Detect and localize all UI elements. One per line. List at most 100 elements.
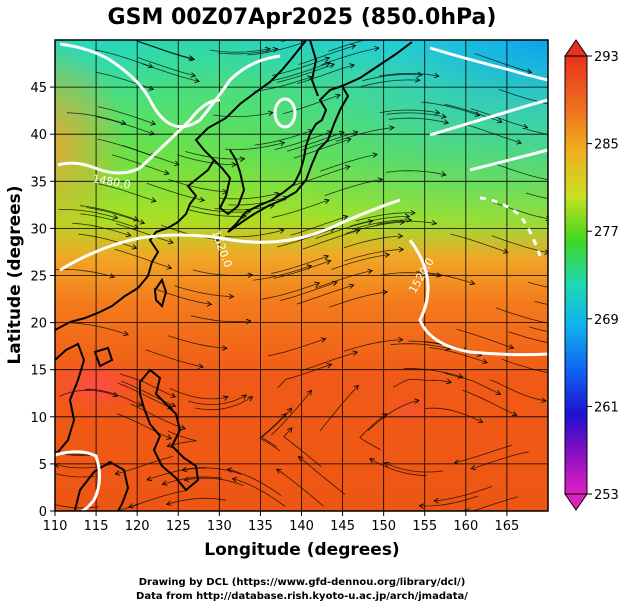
streamline-arrow [325,259,332,265]
streamline [498,89,548,105]
streamline [271,255,329,274]
streamline-arrow [112,214,119,220]
streamline [145,349,204,368]
streamline-arrow [345,137,352,143]
streamline-arrow [495,390,502,395]
streamline [527,281,548,288]
streamline-arrow [389,125,395,131]
streamline [55,473,95,478]
streamline-arrow [147,63,154,69]
streamline-arrow [174,160,180,166]
streamline-arrow [324,198,330,204]
streamline [191,205,251,213]
streamline-arrow [161,480,168,486]
streamline [84,388,143,407]
streamline-arrow [482,358,488,364]
streamline-arrow [125,231,132,238]
streamline-arrow [522,123,529,130]
streamline [403,368,463,378]
streamline [276,63,335,83]
streamline [184,477,244,486]
streamline [247,41,306,56]
streamline-arrow [287,427,293,433]
streamline [314,270,373,289]
credit-data: Data from http://database.rish.kyoto-u.a… [136,591,468,602]
streamline [297,64,355,85]
streamline [116,413,172,440]
streamline [128,490,187,508]
streamline-arrow [398,336,404,343]
streamline-arrow [241,394,248,400]
streamline [137,41,195,60]
streamline [525,192,548,199]
streamline [390,343,451,350]
streamline-arrow [165,500,172,506]
streamline [429,347,488,364]
streamline [72,222,131,237]
streamline [434,486,493,502]
streamline-arrow [150,120,157,126]
colorbar-min-arrow [564,493,588,511]
streamline [69,322,129,336]
streamline [450,233,508,253]
streamline [331,254,390,270]
streamline [166,497,227,505]
streamline [135,40,194,60]
streamline-arrow [463,510,465,511]
streamline [328,40,367,52]
streamline [186,208,247,217]
streamline-arrow [146,475,153,482]
streamline-arrow [128,503,134,509]
streamline [119,373,176,398]
colorbar-tick-label: 277 [594,225,619,240]
y-tick-label: 30 [30,222,47,237]
streamline [177,154,237,166]
streamline [260,407,292,448]
colorbar-tick-label: 261 [594,400,619,415]
streamline-arrow [549,321,554,326]
streamline-arrow [550,178,555,183]
streamline [111,154,170,175]
low-pressure-contour [273,97,297,129]
coastline-hainan [93,346,114,368]
wind-streamlines [55,40,594,511]
streamline [195,396,253,411]
streamline-arrow [589,306,594,311]
streamline [115,223,174,244]
height-contour [429,46,548,82]
streamline-arrow [469,280,476,286]
coastline-china [55,40,307,331]
streamline [379,72,439,77]
x-tick-label: 115 [84,519,109,534]
streamline-arrow [508,344,515,350]
streamline-arrow [497,118,503,124]
streamline [319,385,359,432]
streamline-arrow [369,458,375,464]
streamline [55,268,115,278]
streamline [388,117,449,124]
streamline-arrow [247,272,254,278]
streamline [501,358,548,374]
streamline-arrow [399,219,406,226]
colorbar-tick-label: 293 [594,50,619,65]
streamline [213,112,273,117]
streamline [296,284,354,305]
streamline [534,301,548,305]
streamline-arrow [114,470,121,476]
streamline [343,339,403,352]
streamline [302,229,360,250]
streamline [268,338,326,357]
height-contour [59,42,281,129]
streamline-arrow [306,264,313,270]
height-contour [59,198,401,272]
streamline-arrow [350,44,357,50]
y-axis-title: Latitude (degrees) [5,185,25,364]
streamline [471,496,519,511]
streamline [367,400,420,431]
streamline-arrow [541,397,547,404]
streamline-arrow [470,465,477,471]
streamline [298,45,356,65]
streamline-arrow [131,244,138,250]
streamline-arrow [279,228,285,234]
